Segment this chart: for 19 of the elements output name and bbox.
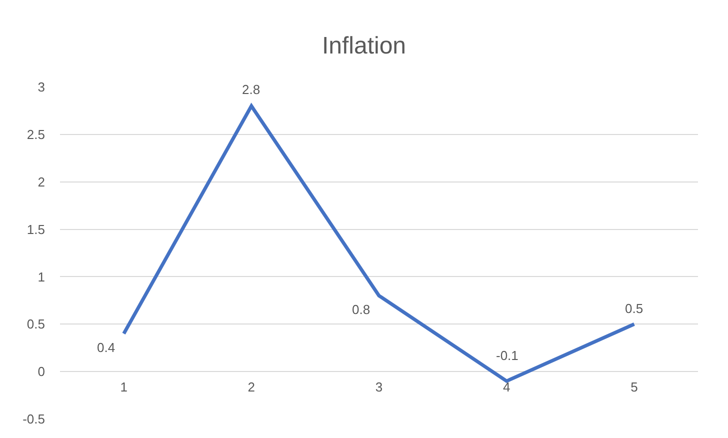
x-tick-label: 3 (375, 380, 383, 395)
x-tick-label: 2 (248, 380, 256, 395)
y-tick-label: 1.5 (26, 222, 45, 237)
data-label: -0.1 (496, 348, 518, 363)
data-label: 0.8 (352, 302, 370, 317)
data-label: 0.4 (97, 340, 116, 355)
x-tick-label: 4 (502, 380, 510, 395)
chart-title: Inflation (322, 32, 406, 60)
y-tick-label: 2 (38, 174, 45, 190)
y-tick-label: -0.5 (22, 412, 45, 427)
y-tick-label: 0 (38, 364, 45, 380)
x-tick-label: 5 (630, 380, 638, 395)
data-label: 0.5 (625, 301, 644, 316)
data-label: 2.8 (242, 82, 260, 97)
y-tick-label: 1 (38, 269, 45, 284)
y-tick-label: 0.5 (26, 316, 45, 332)
x-tick-label: 1 (120, 380, 128, 395)
y-tick-label: 2.5 (26, 126, 45, 142)
y-tick-label: 3 (38, 80, 45, 95)
